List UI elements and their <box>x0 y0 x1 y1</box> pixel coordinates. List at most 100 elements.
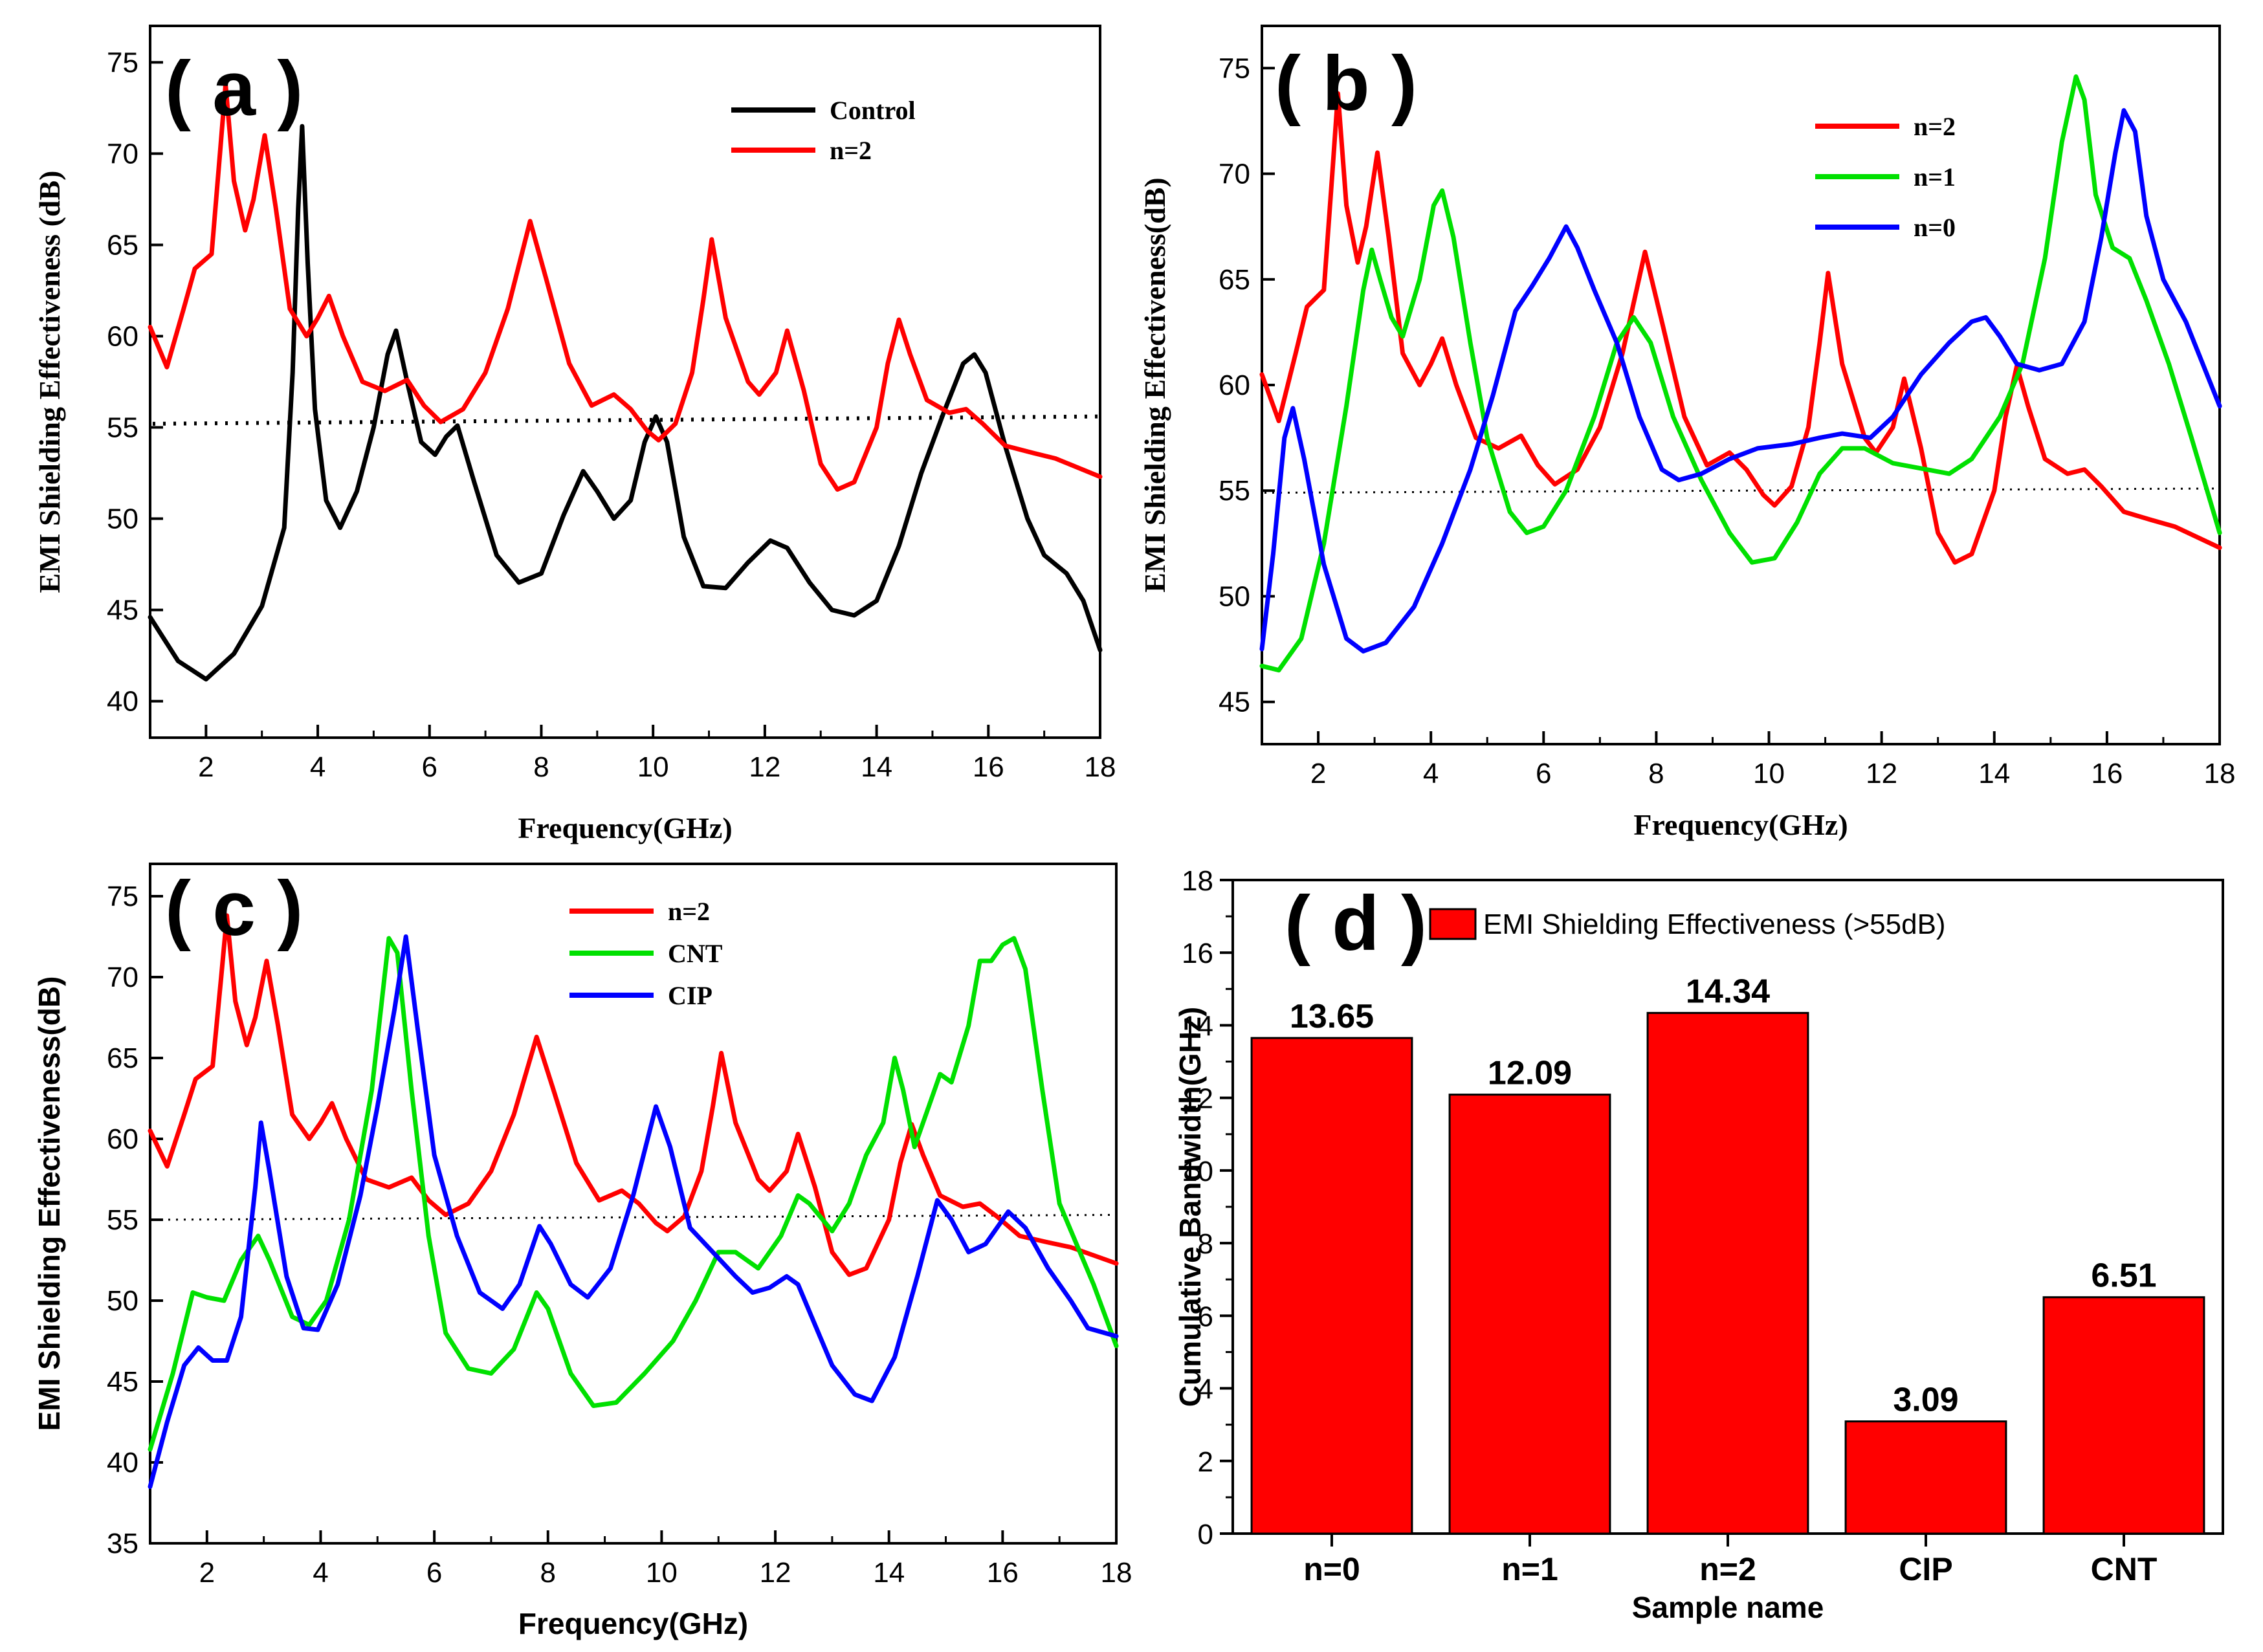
x-tick-label: 16 <box>987 1557 1019 1589</box>
y-tick-label: 12 <box>1182 1083 1213 1115</box>
bar-CIP <box>1844 1420 2007 1535</box>
y-tick-label: 55 <box>1219 475 1250 507</box>
x-axis-title: Frequency(GHz) <box>1633 808 1848 841</box>
y-tick-label: 50 <box>107 503 138 535</box>
y-tick-label: 70 <box>107 962 138 993</box>
y-axis-title: EMI Shielding Effectiveness(dB) <box>1138 177 1171 592</box>
x-tick-label: 10 <box>646 1557 678 1589</box>
bar-value-label: 13.65 <box>1290 998 1374 1035</box>
panel-label: ( d ) <box>1285 880 1427 967</box>
y-tick-label: 65 <box>107 1042 138 1074</box>
y-tick-label: 18 <box>1182 865 1213 897</box>
x-tick-label: 6 <box>422 751 437 783</box>
legend-label: n=2 <box>830 136 872 165</box>
y-tick-label: 60 <box>107 320 138 352</box>
y-tick-label: 35 <box>107 1528 138 1559</box>
plot-frame <box>149 25 1101 739</box>
legend-label: Control <box>830 96 916 125</box>
panel-a: 2 4 6 8 10 12 14 16 18 40 45 50 55 60 65 70 75 Control n=2… <box>33 25 1116 844</box>
series-line-Control <box>148 124 1103 682</box>
legend-label: n=2 <box>1914 112 1956 141</box>
y-tick-label: 6 <box>1198 1301 1213 1332</box>
y-tick-label: 65 <box>1219 264 1250 296</box>
bar-n=0 <box>1250 1037 1413 1535</box>
x-tick-label: 8 <box>1648 758 1664 789</box>
x-tick-label: 8 <box>540 1557 556 1589</box>
x-axis-title: Frequency(GHz) <box>518 811 732 844</box>
y-tick-label: 45 <box>1219 687 1250 718</box>
x-tick-label: 4 <box>310 751 326 783</box>
panel-label: ( c ) <box>165 865 303 952</box>
category-label: n=0 <box>1303 1551 1360 1587</box>
legend-label: n=2 <box>668 897 710 926</box>
y-axis-title: Cumulative Bandwidth(GHz) <box>1173 1007 1207 1407</box>
y-tick-label: 40 <box>107 1447 138 1479</box>
x-tick-label: 14 <box>873 1557 905 1589</box>
x-tick-label: 2 <box>199 1557 215 1589</box>
legend-swatch <box>1429 908 1477 940</box>
panel-d: 0 2 4 6 8 10 12 14 16 18 13.65 n=0 12.09 n=1 14.34 n=2 3… <box>1173 865 2224 1624</box>
y-tick-label: 2 <box>1198 1446 1213 1478</box>
series-line-n=2 <box>1259 91 2222 565</box>
category-label: CIP <box>1899 1551 1952 1587</box>
x-tick-label: 6 <box>426 1557 442 1589</box>
x-tick-label: 6 <box>1536 758 1551 789</box>
series-line-n=2 <box>148 913 1119 1277</box>
legend-label: EMI Shielding Effectiveness (>55dB) <box>1483 909 1946 940</box>
bar-value-label: 6.51 <box>2091 1257 2156 1295</box>
series-line-n=1 <box>1259 74 2222 673</box>
x-tick-label: 12 <box>749 751 780 783</box>
y-tick-label: 4 <box>1198 1374 1213 1405</box>
panel-label: ( a ) <box>165 45 303 132</box>
y-axis-title: EMI Shielding Effectiveness(dB) <box>32 976 66 1431</box>
y-tick-label: 16 <box>1182 938 1213 969</box>
category-label: CNT <box>2091 1551 2158 1587</box>
bar-value-label: 14.34 <box>1686 973 1770 1010</box>
series-line-n=0 <box>1259 108 2222 654</box>
legend-label: CNT <box>668 939 723 968</box>
x-tick-label: 10 <box>637 751 669 783</box>
y-tick-label: 65 <box>107 229 138 261</box>
bar-value-label: 12.09 <box>1488 1055 1572 1092</box>
threshold-dotted-line <box>1264 487 2218 494</box>
y-tick-label: 45 <box>107 1366 138 1398</box>
y-tick-label: 14 <box>1182 1010 1213 1042</box>
x-tick-label: 14 <box>861 751 892 783</box>
legend-label: CIP <box>668 981 712 1010</box>
y-tick-label: 60 <box>1219 369 1250 401</box>
x-tick-label: 2 <box>1310 758 1326 789</box>
bar-n=1 <box>1448 1094 1611 1535</box>
x-axis-title: Sample name <box>1632 1591 1824 1624</box>
y-tick-label: 8 <box>1198 1228 1213 1260</box>
category-label: n=1 <box>1501 1551 1558 1587</box>
y-tick-label: 75 <box>1219 52 1250 84</box>
y-tick-label: 40 <box>107 686 138 718</box>
legend-label: n=1 <box>1914 162 1956 192</box>
bar-CNT <box>2042 1296 2205 1535</box>
x-tick-label: 2 <box>198 751 214 783</box>
y-tick-label: 45 <box>107 595 138 626</box>
panel-b: 2 4 6 8 10 12 14 16 18 45 50 55 60 65 70 75 n=2 n=1 n=0 ( b… <box>1138 25 2236 841</box>
category-label: n=2 <box>1699 1551 1756 1587</box>
y-tick-label: 50 <box>1219 580 1250 612</box>
x-axis-title: Frequency(GHz) <box>518 1607 748 1640</box>
plot-frame <box>149 863 1118 1545</box>
x-tick-label: 10 <box>1753 758 1785 789</box>
y-tick-label: 75 <box>107 881 138 912</box>
bar-value-label: 3.09 <box>1893 1382 1958 1419</box>
y-tick-label: 70 <box>107 138 138 170</box>
y-tick-label: 55 <box>107 412 138 444</box>
y-tick-label: 50 <box>107 1285 138 1317</box>
series-line-n=2 <box>148 82 1103 492</box>
y-axis-title: EMI Shielding Effectiveness (dB) <box>33 171 66 593</box>
y-tick-label: 0 <box>1198 1519 1213 1550</box>
x-tick-label: 12 <box>1866 758 1897 789</box>
panel-label: ( b ) <box>1275 40 1417 127</box>
series-line-CNT <box>148 936 1119 1452</box>
threshold-dotted-line <box>152 1214 1114 1221</box>
x-tick-label: 12 <box>760 1557 791 1589</box>
x-tick-label: 18 <box>1101 1557 1132 1589</box>
series-line-CIP <box>148 934 1119 1489</box>
x-tick-label: 18 <box>2204 758 2236 789</box>
